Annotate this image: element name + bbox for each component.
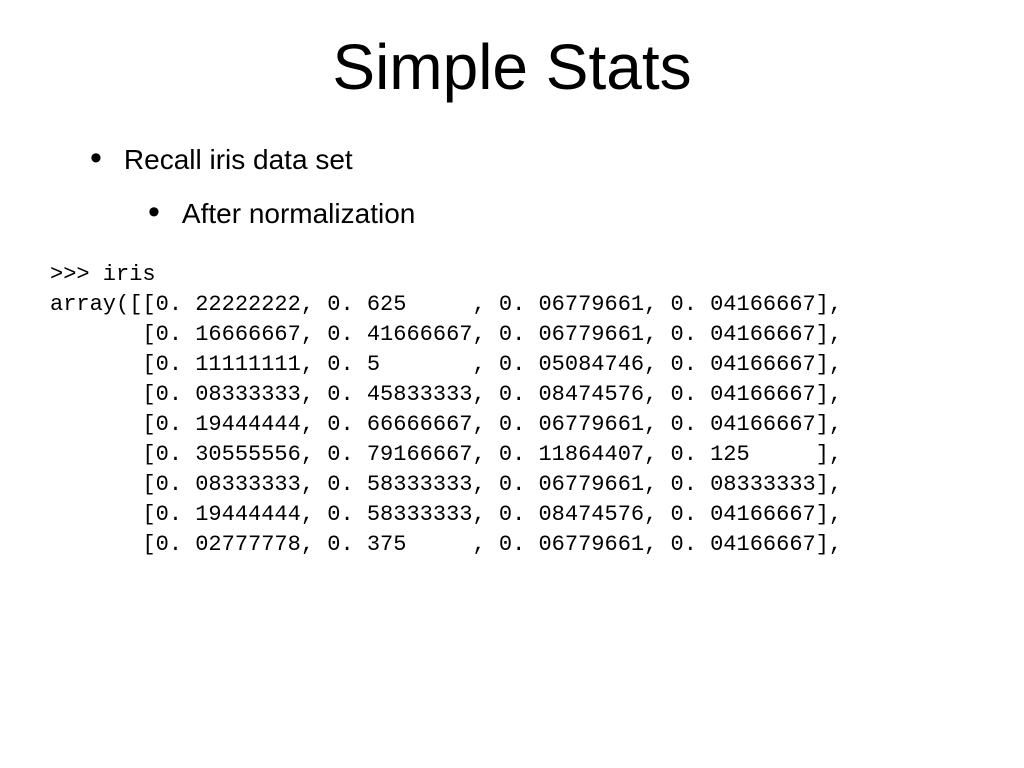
bullet-level2: • After normalization xyxy=(148,198,984,230)
bullet2-text: After normalization xyxy=(182,198,415,230)
slide-title: Simple Stats xyxy=(40,30,984,104)
bullet-level1: • Recall iris data set xyxy=(90,144,984,176)
bullet-dot-icon: • xyxy=(148,198,160,226)
code-block: >>> iris array([[0. 22222222, 0. 625 , 0… xyxy=(50,260,984,560)
bullet-list: • Recall iris data set • After normaliza… xyxy=(90,144,984,230)
slide: Simple Stats • Recall iris data set • Af… xyxy=(0,0,1024,768)
bullet1-text: Recall iris data set xyxy=(124,144,353,176)
bullet-dot-icon: • xyxy=(90,144,102,172)
